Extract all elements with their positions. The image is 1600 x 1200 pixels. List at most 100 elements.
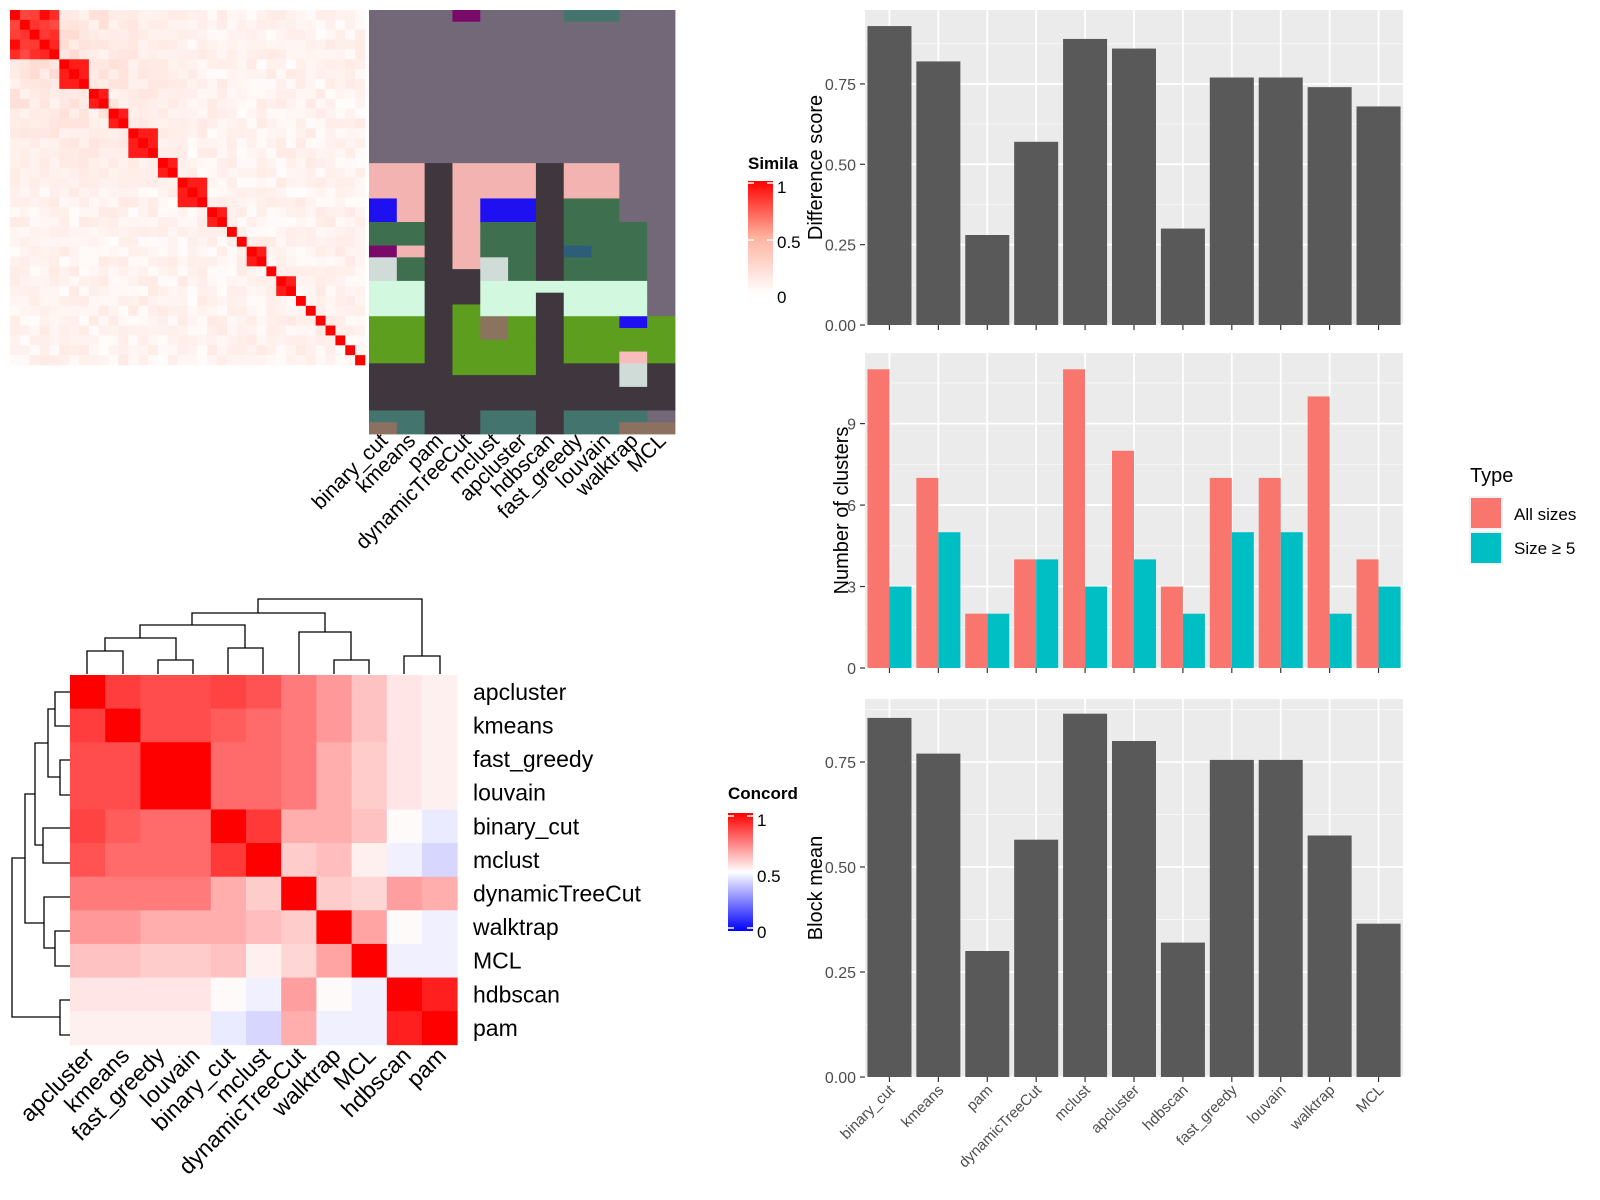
assignment-cell bbox=[508, 92, 537, 105]
assignment-cell bbox=[591, 151, 620, 164]
bar bbox=[1014, 141, 1059, 325]
similarity-cell bbox=[266, 118, 277, 129]
similarity-cell bbox=[39, 59, 50, 70]
similarity-cell bbox=[157, 207, 169, 218]
similarity-cell bbox=[295, 305, 307, 316]
similarity-cell bbox=[197, 266, 208, 277]
similarity-cell bbox=[217, 276, 228, 287]
similarity-cell bbox=[335, 236, 346, 247]
similarity-cell bbox=[29, 197, 40, 208]
assignment-cell bbox=[508, 45, 537, 58]
similarity-cell bbox=[69, 29, 80, 40]
similarity-cell bbox=[148, 286, 159, 297]
similarity-cell bbox=[325, 266, 336, 277]
assignment-cell bbox=[563, 292, 592, 305]
similarity-cell bbox=[157, 305, 169, 316]
similarity-cell bbox=[276, 197, 287, 208]
similarity-cell bbox=[217, 305, 228, 316]
assignment-cell bbox=[396, 280, 426, 294]
similarity-cell bbox=[246, 226, 257, 238]
similarity-cell bbox=[98, 187, 109, 198]
similarity-cell bbox=[98, 207, 109, 218]
similarity-cell bbox=[256, 217, 267, 228]
similarity-cell bbox=[19, 226, 31, 238]
similarity-cell bbox=[98, 39, 109, 50]
similarity-cell bbox=[226, 335, 238, 346]
similarity-cell bbox=[108, 59, 119, 70]
similarity-cell bbox=[49, 10, 60, 21]
similarity-cell bbox=[128, 187, 139, 198]
assignment-cell bbox=[369, 21, 398, 34]
similarity-cell bbox=[98, 49, 109, 60]
similarity-cell bbox=[305, 286, 316, 297]
similarity-cell bbox=[187, 79, 198, 90]
similarity-cell bbox=[295, 315, 307, 326]
similarity-cell bbox=[295, 177, 307, 188]
concordance-cell bbox=[246, 910, 282, 945]
similarity-cell bbox=[128, 266, 139, 277]
concordance-cell bbox=[422, 843, 458, 878]
assignment-cell bbox=[591, 269, 620, 282]
similarity-cell bbox=[19, 49, 31, 60]
similarity-cell bbox=[187, 355, 198, 366]
similarity-cell bbox=[138, 108, 149, 119]
assignment-cell bbox=[563, 269, 592, 282]
similarity-cell bbox=[217, 79, 228, 90]
assignment-cell bbox=[508, 127, 537, 140]
y-tick-label: 6 bbox=[847, 498, 856, 515]
assignment-cell bbox=[591, 68, 620, 82]
similarity-cell bbox=[29, 286, 40, 297]
concordance-cell bbox=[210, 809, 247, 844]
similarity-cell bbox=[345, 256, 356, 267]
similarity-cell bbox=[79, 325, 90, 336]
similarity-cell bbox=[118, 345, 129, 356]
similarity-cell bbox=[276, 39, 287, 50]
assignment-cell bbox=[535, 186, 565, 199]
bar bbox=[965, 951, 1010, 1077]
similarity-cell bbox=[108, 325, 119, 336]
similarity-cell bbox=[39, 10, 50, 21]
similarity-cell bbox=[345, 325, 356, 336]
concordance-cell bbox=[386, 675, 423, 710]
similarity-cell bbox=[157, 187, 169, 198]
similarity-cell bbox=[19, 10, 31, 21]
similarity-cell bbox=[118, 19, 129, 31]
similarity-cell bbox=[345, 177, 356, 188]
similarity-cell bbox=[138, 315, 149, 326]
similarity-cell bbox=[207, 226, 218, 238]
similarity-cell bbox=[138, 246, 149, 257]
assignment-cell bbox=[619, 328, 648, 341]
similarity-cell bbox=[49, 148, 60, 159]
y-tick-label: 0.50 bbox=[825, 157, 856, 174]
similarity-cell bbox=[98, 217, 109, 228]
similarity-cell bbox=[29, 266, 40, 277]
similarity-cell bbox=[19, 88, 31, 100]
assignment-cell bbox=[424, 363, 453, 376]
similarity-cell bbox=[167, 59, 178, 70]
similarity-cell bbox=[315, 305, 326, 316]
concordance-cell bbox=[316, 910, 352, 945]
similarity-cell bbox=[345, 138, 356, 149]
similarity-cell bbox=[187, 148, 198, 159]
similarity-cell bbox=[138, 118, 149, 129]
assignment-cell bbox=[591, 410, 620, 423]
similarity-cell bbox=[69, 325, 80, 336]
similarity-cell bbox=[49, 276, 60, 287]
similarity-cell bbox=[256, 305, 267, 316]
assignment-cell bbox=[396, 198, 426, 211]
similarity-cell bbox=[266, 39, 277, 50]
bar bbox=[1258, 77, 1303, 325]
similarity-cell bbox=[108, 177, 119, 188]
similarity-cell bbox=[305, 187, 316, 198]
similarity-cell bbox=[276, 69, 287, 80]
similarity-cell bbox=[138, 10, 149, 21]
similarity-cell bbox=[276, 29, 287, 40]
similarity-legend-tick: 0.5 bbox=[777, 233, 801, 252]
similarity-cell bbox=[39, 207, 50, 218]
similarity-cell bbox=[305, 138, 316, 149]
similarity-cell bbox=[10, 19, 21, 31]
similarity-cell bbox=[167, 167, 178, 178]
similarity-cell bbox=[246, 138, 257, 149]
similarity-cell bbox=[286, 226, 297, 238]
